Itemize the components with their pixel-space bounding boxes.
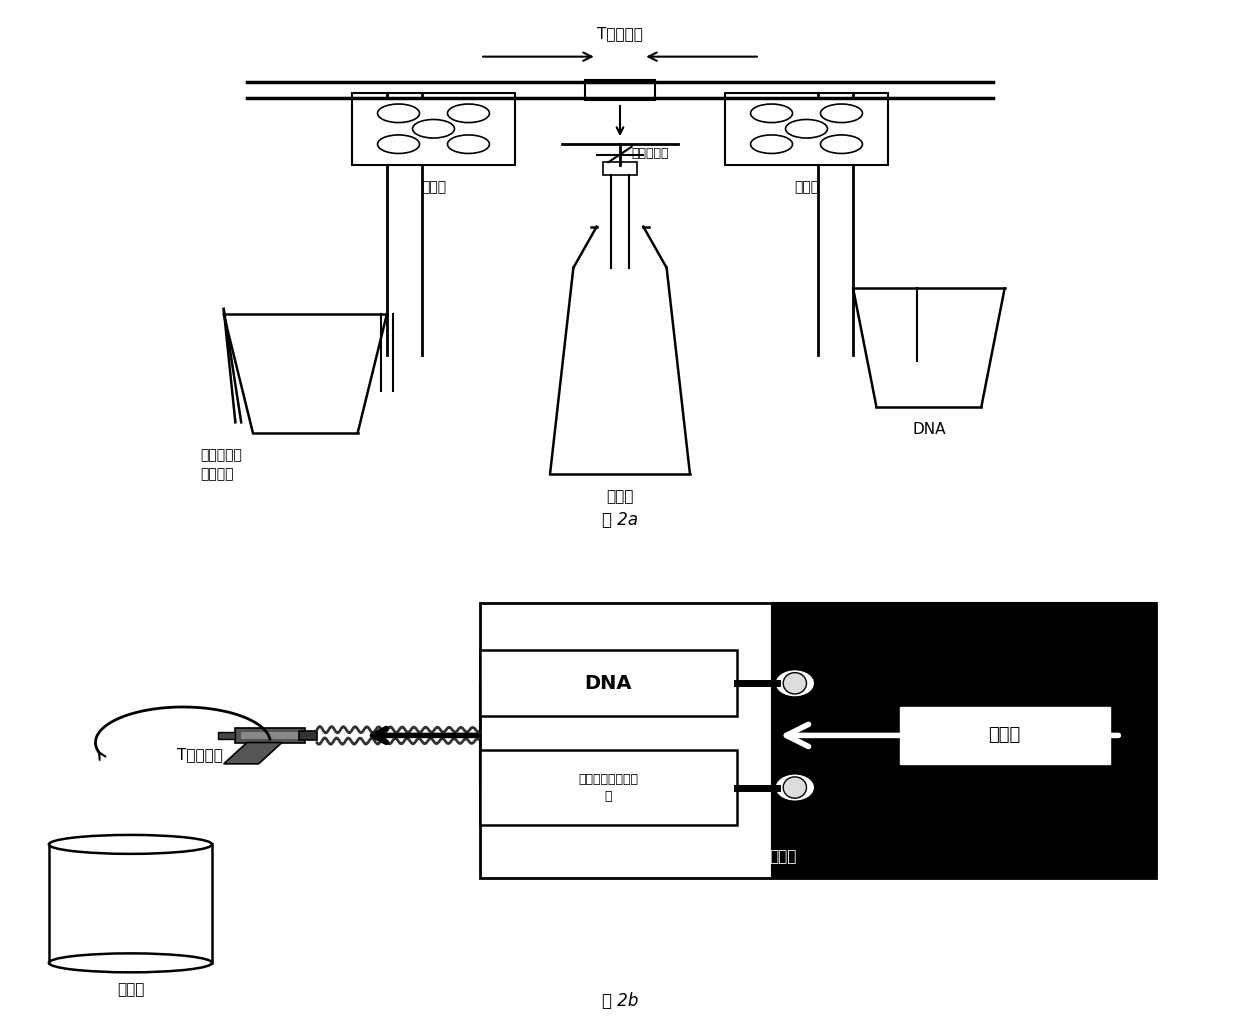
Text: 图 2a: 图 2a xyxy=(601,511,639,529)
Text: 空气过滤器: 空气过滤器 xyxy=(631,146,670,160)
Bar xyxy=(218,731,236,740)
Bar xyxy=(480,650,737,717)
Ellipse shape xyxy=(784,777,806,798)
Ellipse shape xyxy=(775,670,815,697)
Bar xyxy=(480,750,737,825)
Bar xyxy=(480,603,1156,878)
Text: 注射器: 注射器 xyxy=(770,849,797,864)
Text: 恒流泵: 恒流泵 xyxy=(420,180,446,195)
Text: 图 2b: 图 2b xyxy=(601,992,639,1009)
Bar xyxy=(771,603,1156,878)
Text: 恒流泵: 恒流泵 xyxy=(794,180,820,195)
Bar xyxy=(300,730,317,741)
Bar xyxy=(603,163,637,175)
Ellipse shape xyxy=(48,835,212,854)
Ellipse shape xyxy=(775,774,815,801)
Text: 阳离子脂质纳米颗
粒: 阳离子脂质纳米颗 粒 xyxy=(578,772,639,802)
Polygon shape xyxy=(236,728,305,743)
Bar xyxy=(585,80,655,101)
Text: T型连接器: T型连接器 xyxy=(177,748,223,762)
Polygon shape xyxy=(241,731,300,740)
Text: 注射泵: 注射泵 xyxy=(988,726,1021,745)
Text: 阳离子脂质
纳米颗粒: 阳离子脂质 纳米颗粒 xyxy=(201,448,242,482)
Text: DNA: DNA xyxy=(913,422,946,438)
Text: DNA: DNA xyxy=(584,674,632,693)
Ellipse shape xyxy=(48,954,212,972)
Polygon shape xyxy=(223,743,281,764)
Text: 储液瓶: 储液瓶 xyxy=(606,489,634,505)
Ellipse shape xyxy=(784,673,806,694)
Bar xyxy=(725,93,888,165)
Text: 储液瓶: 储液瓶 xyxy=(117,982,144,997)
Bar xyxy=(352,93,515,165)
Bar xyxy=(900,707,1110,764)
Text: T型连接器: T型连接器 xyxy=(598,26,642,41)
